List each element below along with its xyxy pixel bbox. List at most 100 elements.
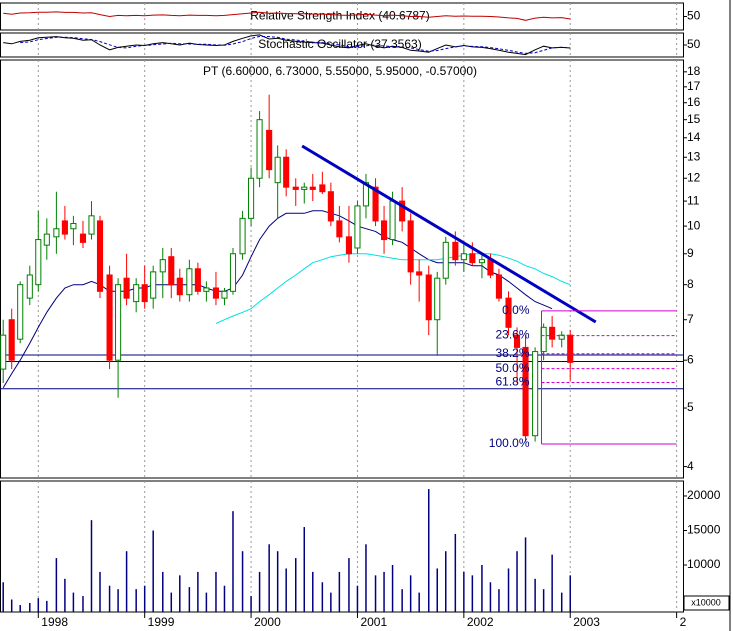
candle-body [221,290,228,299]
candle-body [478,259,485,264]
candle-body [61,220,68,235]
panel-frame [0,480,684,613]
candle-body [434,277,441,321]
candle-body [389,200,396,241]
candle-body [460,253,467,261]
trendline [301,144,597,324]
candle-body [141,284,148,303]
y-tick-label: 6 [687,352,694,366]
y-tick-label: 9 [687,246,694,260]
candle-body [17,284,24,340]
candle-body [532,351,539,437]
candle-body [336,220,343,238]
fibonacci-label: 100.0% [489,436,530,450]
candle-body [407,220,414,273]
candle-body [452,241,459,261]
volume-unit: x10000 [691,597,721,607]
candle-body [212,287,220,299]
candle-body [239,217,246,255]
panel-frame [0,59,684,479]
panel-title: Relative Strength Index (40.6787) [250,9,429,23]
candle-body [442,241,449,279]
candle-body [35,239,42,286]
candle-body [186,268,193,296]
candle-body [522,346,529,437]
candle-body [53,228,60,238]
y-tick-label: 7 [687,312,694,326]
candle-body [495,274,503,299]
candle-body [274,156,281,184]
candle-body [513,334,521,348]
x-tick-label: 1999 [148,615,175,629]
y-tick-label: 12 [687,170,701,184]
x-tick-label: 2003 [573,615,600,629]
candle-body [159,259,166,273]
x-tick-label: 2001 [360,615,387,629]
candle-body [319,184,326,193]
candle-body [381,220,388,241]
x-tick-label: 2000 [254,615,281,629]
candle-body [123,277,130,299]
y-tick-label: 20000 [687,488,721,502]
fibonacci-label: 0.0% [502,303,530,317]
candle-body [115,284,122,361]
y-tick-label: 18 [687,64,701,78]
candle-body [567,334,574,363]
candle-body [88,215,95,235]
candle-body [203,287,210,292]
y-tick-label: 10 [687,218,701,232]
y-tick-label: 14 [687,130,701,144]
candle-body [79,233,87,243]
candle-body [229,253,237,292]
indicator-line [3,34,571,56]
candle-body [283,156,290,188]
candle-body [26,274,33,299]
candle-body [505,297,512,328]
candle-body [70,222,77,230]
y-tick-label: 15000 [687,523,721,537]
y-tick-label: 50 [687,37,701,51]
candle-body [106,274,113,361]
unit-box [683,595,730,611]
candle-body [549,326,556,340]
candle-body [309,186,316,190]
fibonacci-label: 61.8% [495,375,529,389]
fibonacci-label: 23.6% [495,328,529,342]
candle-body [133,284,140,303]
candle-body [176,277,183,296]
candle-body [345,236,353,255]
candle-body [96,220,104,292]
candle-body [372,186,379,222]
candle-body [194,268,201,292]
indicator-line [3,11,571,21]
y-tick-label: 10000 [687,557,721,571]
y-tick-label: 17 [687,79,701,93]
candle-body [301,186,308,190]
candle-body [43,233,50,246]
panel-title: PT (6.60000, 6.73000, 5.55000, 5.95000, … [203,64,477,78]
candle-body [416,271,423,276]
fibonacci-label: 38.2% [495,346,529,360]
candle-body [425,274,432,321]
candle-body [292,186,299,190]
x-tick-label: 1998 [41,615,68,629]
y-tick-label: 16 [687,95,701,109]
y-tick-label: 4 [687,459,694,473]
y-tick-label: 50 [687,9,701,23]
candle-body [354,205,361,249]
moving-average [215,253,571,324]
candle-body [256,119,263,179]
y-tick-label: 11 [687,193,700,207]
candle-body [399,200,406,222]
candle-body [469,253,476,264]
x-tick-label: 2 [680,615,687,629]
y-tick-label: 15 [687,112,701,126]
candle-body [150,271,157,299]
y-tick-label: 8 [687,277,694,291]
x-tick-label: 2002 [467,615,494,629]
candle-body [0,334,7,370]
candle-body [266,129,273,171]
candle-body [8,319,15,361]
